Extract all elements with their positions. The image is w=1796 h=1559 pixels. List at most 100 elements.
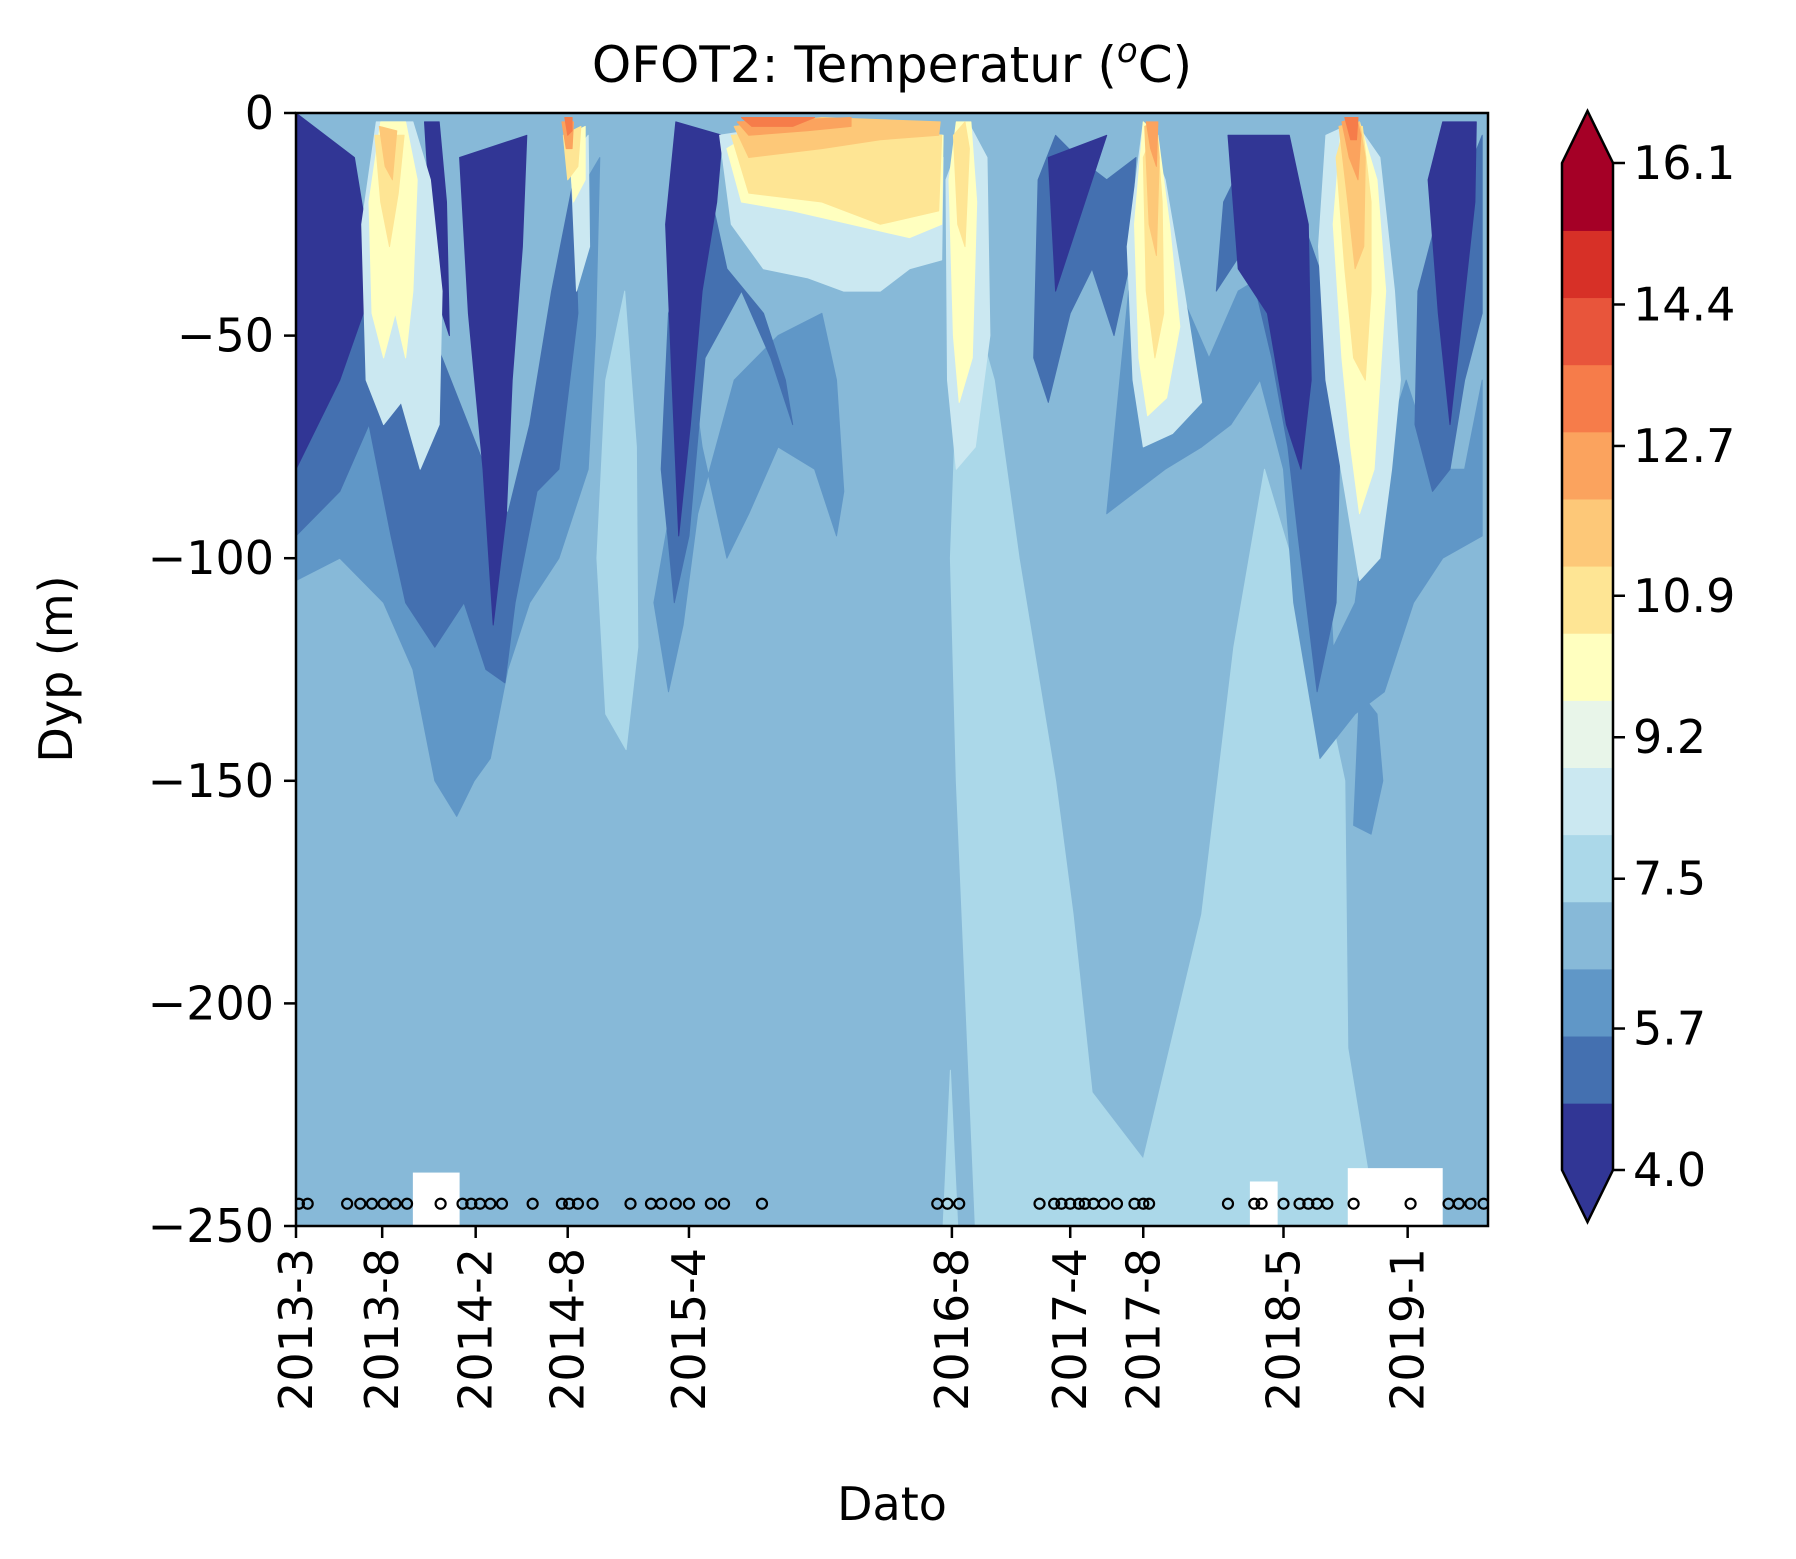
sample-marker-14	[526, 1197, 539, 1210]
sample-marker-19	[624, 1197, 637, 1210]
colorbar-tick-label-7: 16.1	[1633, 136, 1735, 190]
x-tick-label-7: 2017-8	[1116, 1248, 1170, 1411]
sample-marker-13	[495, 1197, 509, 1210]
x-tick-label-8: 2018-5	[1256, 1248, 1310, 1411]
sample-marker-41	[1142, 1197, 1156, 1210]
sample-marker-7	[400, 1197, 414, 1210]
sample-marker-45	[1277, 1197, 1290, 1210]
sample-marker-16	[563, 1197, 576, 1210]
plot-area	[296, 113, 1488, 1226]
sample-marker-35	[1078, 1197, 1091, 1210]
sample-marker-31	[1048, 1197, 1061, 1210]
contour-band-14	[665, 121, 723, 537]
x-tick-label-2: 2014-2	[449, 1248, 503, 1411]
sample-marker-8	[434, 1197, 447, 1210]
colorbar-segment-10	[1562, 431, 1613, 500]
sample-marker-24	[704, 1197, 717, 1210]
y-tick-label-4: −200	[148, 976, 274, 1030]
sample-marker-49	[1321, 1197, 1334, 1210]
sample-marker-34	[1072, 1197, 1086, 1210]
sample-marker-22	[669, 1197, 682, 1210]
contour-band-16	[1427, 121, 1477, 426]
sample-marker-46	[1293, 1197, 1306, 1210]
contour-band-6	[1353, 691, 1384, 835]
sample-marker-37	[1097, 1197, 1110, 1210]
contour-band-43	[1145, 121, 1159, 167]
sample-marker-3	[354, 1197, 367, 1210]
colorbar-segment-2	[1562, 968, 1613, 1037]
sample-marker-21	[655, 1197, 668, 1210]
x-tick-label-6: 2017-4	[1043, 1248, 1097, 1411]
colorbar-over-arrow	[1562, 111, 1613, 163]
sample-marker-1	[301, 1197, 314, 1210]
sample-marker-43	[1248, 1197, 1261, 1210]
contour-band-36	[952, 121, 970, 248]
sample-marker-33	[1064, 1197, 1077, 1210]
colorbar-segment-9	[1562, 498, 1613, 567]
colorbar-segment-13	[1562, 230, 1613, 299]
sample-marker-42	[1221, 1197, 1235, 1210]
sample-marker-18	[586, 1197, 599, 1210]
sample-marker-51	[1404, 1197, 1417, 1210]
colorbar-tick-label-4: 10.9	[1633, 569, 1735, 623]
sample-marker-29	[953, 1197, 966, 1210]
x-tick-label-0: 2013-3	[269, 1248, 323, 1411]
y-tick-label-1: −50	[177, 309, 274, 363]
sample-marker-23	[682, 1197, 696, 1210]
colorbar: 4.0 5.7 7.5 9.2 10.9 12.7 14.4 16.1	[1560, 108, 1735, 1225]
sample-marker-6	[389, 1197, 402, 1210]
sample-marker-47	[1302, 1197, 1315, 1210]
contour-band-17	[1047, 134, 1108, 292]
colorbar-segment-6	[1562, 700, 1613, 768]
plot-frame	[294, 111, 1490, 1228]
contour-band-47	[564, 117, 573, 136]
sample-marker-4	[365, 1197, 379, 1210]
sample-marker-30	[1033, 1197, 1046, 1210]
sample-marker-9	[456, 1197, 469, 1210]
x-axis-label: Dato	[837, 1477, 947, 1531]
colorbar-segment-5	[1562, 767, 1613, 836]
colorbar-segment-7	[1562, 632, 1613, 701]
colorbar-segment-11	[1562, 364, 1613, 433]
sample-marker-5	[377, 1197, 390, 1210]
contour-band-45	[741, 117, 816, 127]
colorbar-segment-1	[1562, 1035, 1613, 1104]
sample-marker-28	[941, 1197, 954, 1210]
colorbar-tick-label-2: 7.5	[1633, 852, 1706, 906]
y-tick-label-5: −250	[148, 1199, 274, 1253]
colorbar-segment-12	[1562, 297, 1613, 366]
contour-band-15	[1227, 134, 1312, 470]
x-tick-label-9: 2019-1	[1381, 1248, 1435, 1411]
sample-marker-25	[717, 1197, 731, 1210]
sample-marker-38	[1110, 1197, 1124, 1210]
y-tick-label-3: −150	[148, 754, 274, 808]
colorbar-segment-3	[1562, 901, 1613, 970]
colorbar-tick-label-1: 5.7	[1633, 1002, 1706, 1056]
x-tick-label-3: 2014-8	[541, 1248, 595, 1411]
sample-marker-55	[1477, 1197, 1488, 1210]
y-tick-label-2: −100	[148, 531, 274, 585]
y-tick-label-0: 0	[245, 86, 274, 140]
colorbar-segment-4	[1562, 834, 1613, 903]
y-axis: 0 −50 −100 −150 −200 −250	[148, 86, 296, 1253]
contour-band-13	[459, 134, 528, 626]
sample-marker-54	[1464, 1197, 1477, 1210]
colorbar-tick-label-5: 12.7	[1633, 419, 1735, 473]
contour-band-4	[653, 312, 845, 693]
contour-band-32	[374, 134, 405, 248]
no-data-region-0	[412, 1172, 460, 1226]
contour-band-46	[1344, 117, 1359, 141]
sample-marker-15	[555, 1197, 568, 1210]
sample-marker-32	[1055, 1197, 1068, 1210]
sample-marker-40	[1137, 1197, 1150, 1210]
no-data-region-1	[1249, 1181, 1278, 1226]
no-data-region-2	[1347, 1168, 1443, 1226]
colorbar-segment-14	[1562, 163, 1613, 231]
contour-band-2	[942, 1069, 959, 1226]
colorbar-tick-label-6: 14.4	[1633, 277, 1735, 331]
sample-marker-12	[484, 1197, 497, 1210]
sample-marker-44	[1255, 1197, 1268, 1210]
sample-marker-0	[296, 1197, 306, 1210]
x-tick-label-4: 2015-4	[662, 1248, 716, 1411]
